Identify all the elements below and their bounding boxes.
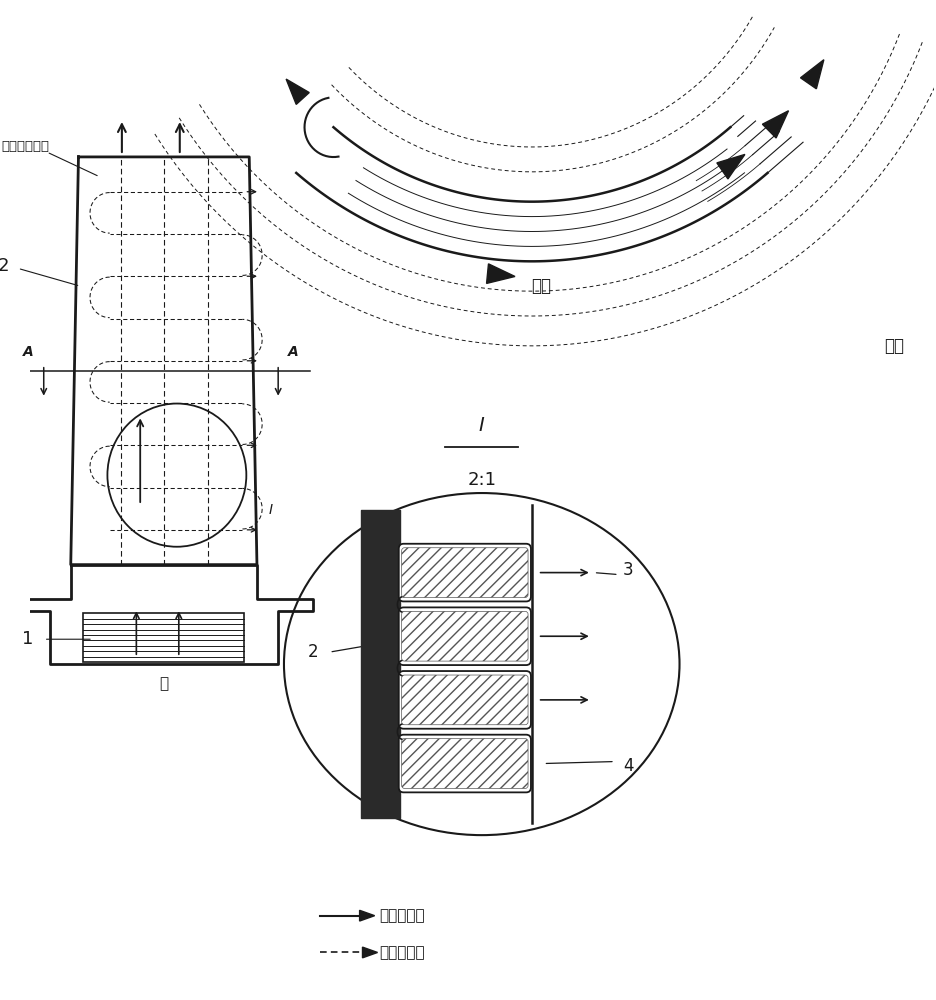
FancyBboxPatch shape — [399, 671, 531, 729]
Text: 2: 2 — [0, 257, 9, 275]
Bar — [83, 613, 244, 662]
Text: I: I — [269, 503, 272, 517]
FancyBboxPatch shape — [402, 675, 528, 725]
Text: 4: 4 — [622, 757, 633, 775]
Text: ：冷气流向: ：冷气流向 — [379, 908, 425, 923]
Polygon shape — [285, 79, 309, 104]
Polygon shape — [359, 910, 374, 921]
Text: A: A — [288, 345, 299, 359]
Text: 1: 1 — [22, 630, 33, 648]
Text: 冷气: 冷气 — [883, 337, 902, 355]
Text: 燃气: 燃气 — [531, 277, 551, 295]
Text: 3: 3 — [622, 561, 633, 579]
Polygon shape — [716, 154, 744, 179]
FancyBboxPatch shape — [399, 544, 531, 601]
FancyBboxPatch shape — [399, 735, 531, 792]
Text: A: A — [22, 345, 34, 359]
Polygon shape — [762, 111, 788, 138]
FancyBboxPatch shape — [399, 607, 531, 665]
Text: ：燃气流向: ：燃气流向 — [379, 945, 425, 960]
Polygon shape — [799, 60, 823, 89]
Text: 2: 2 — [307, 643, 318, 661]
Text: 气: 气 — [159, 676, 168, 691]
Text: 2:1: 2:1 — [467, 471, 496, 489]
Text: 气膜孔未示出: 气膜孔未示出 — [1, 140, 50, 153]
Polygon shape — [486, 264, 515, 283]
FancyBboxPatch shape — [402, 739, 528, 788]
FancyBboxPatch shape — [402, 548, 528, 597]
Polygon shape — [362, 947, 377, 958]
Text: I: I — [478, 416, 484, 435]
FancyBboxPatch shape — [402, 611, 528, 661]
